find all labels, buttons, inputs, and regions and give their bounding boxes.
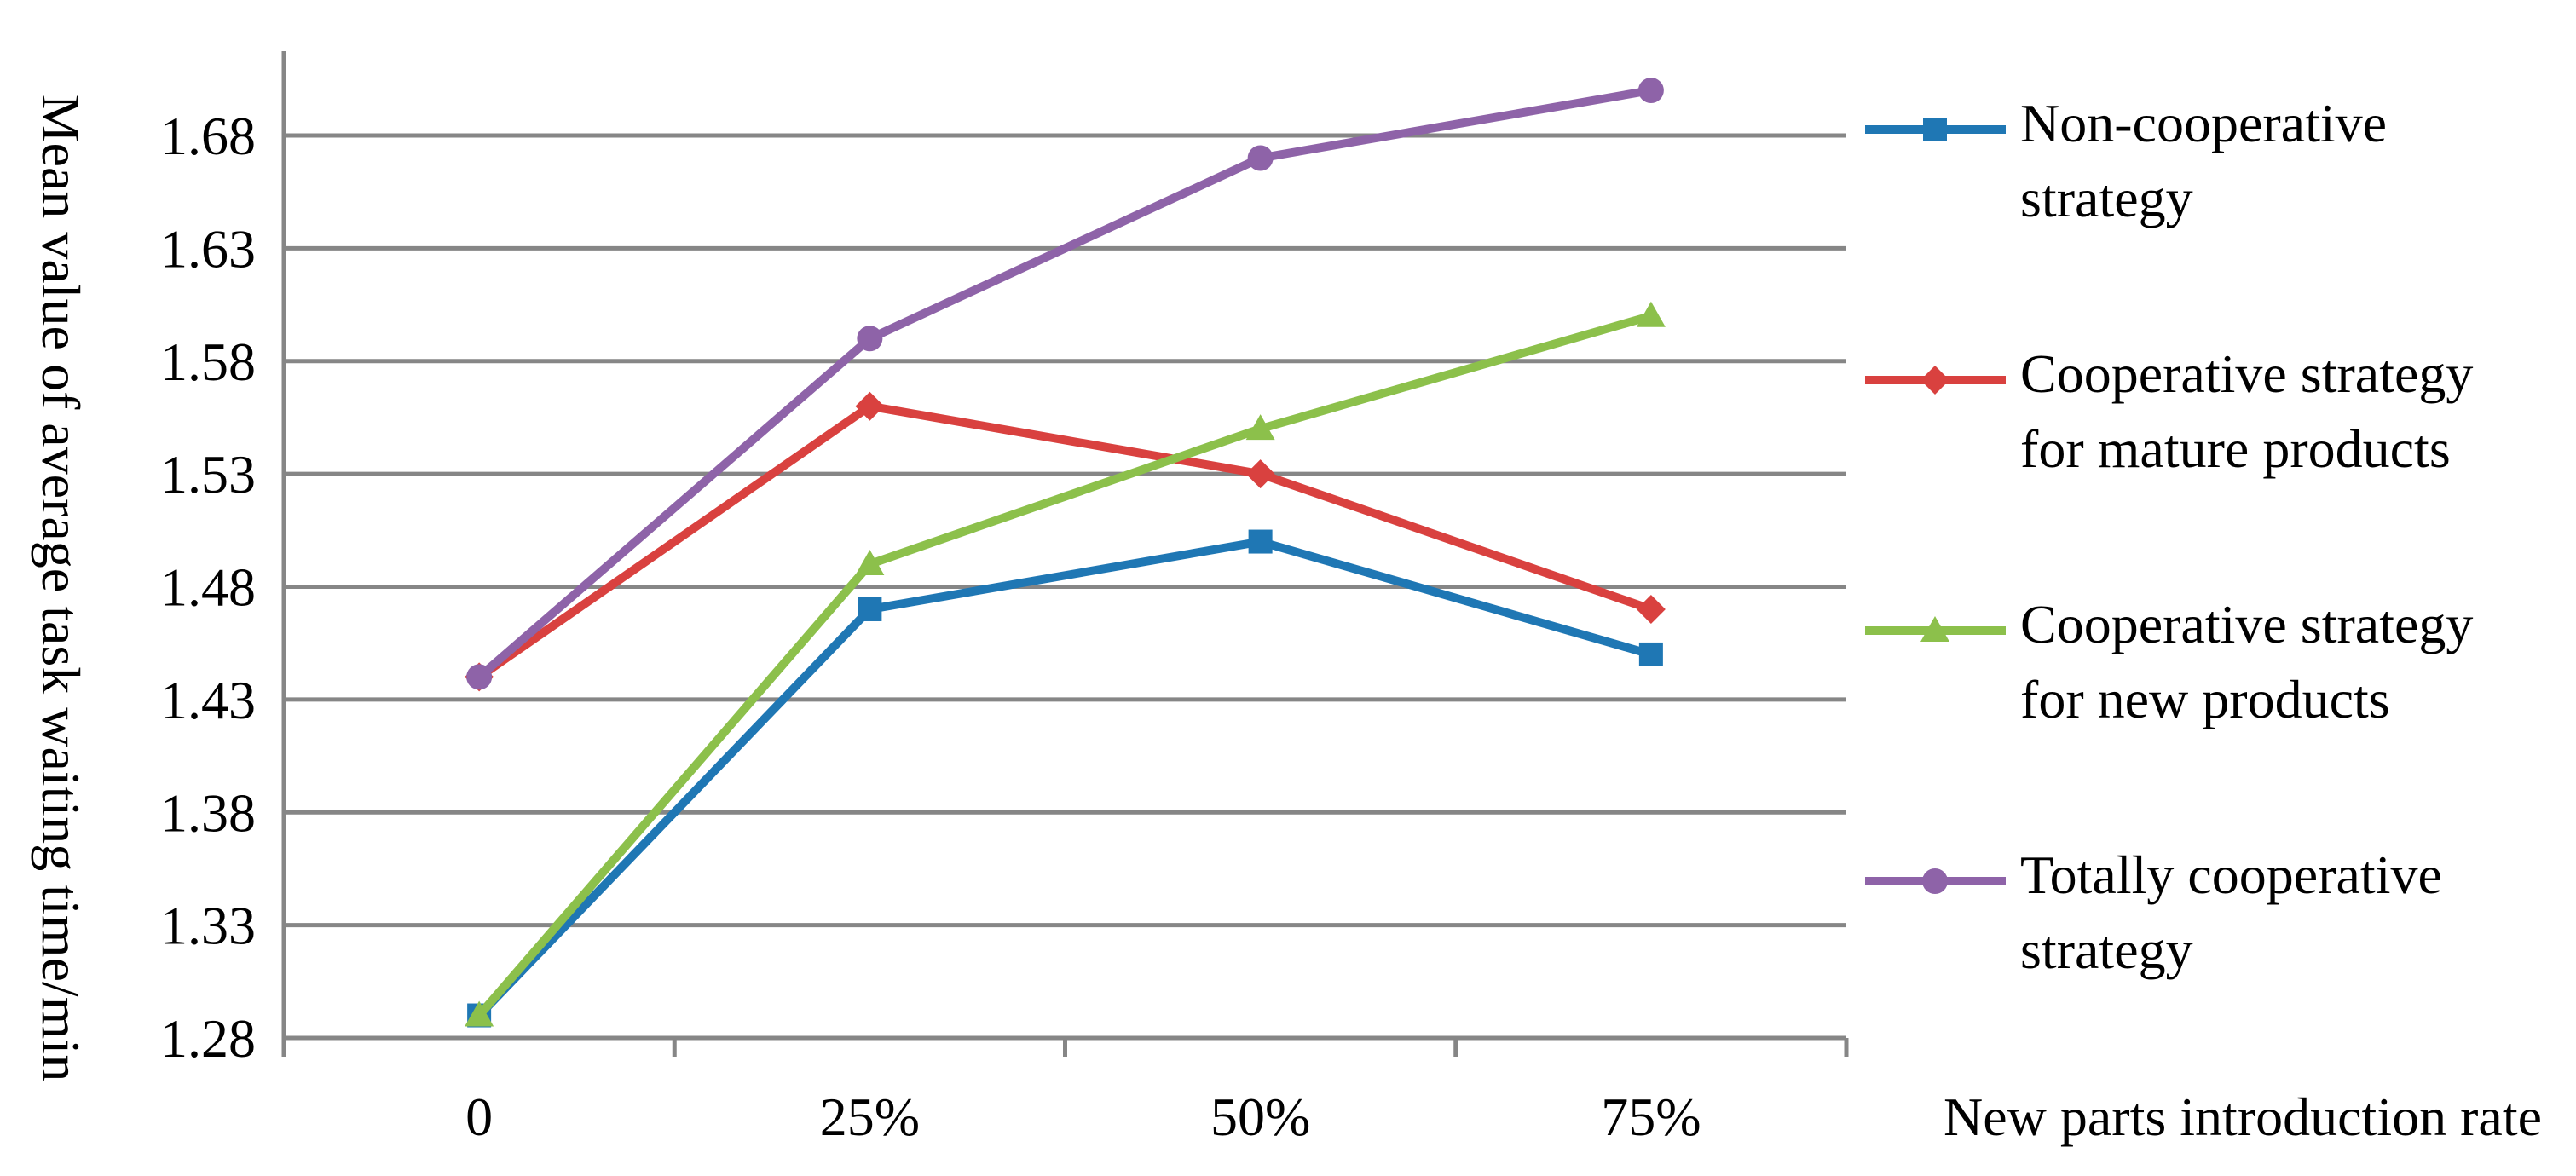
- legend-item: Cooperative strategy for mature products: [1865, 343, 2473, 479]
- x-tick-label: 25%: [820, 1087, 920, 1147]
- series-4: [466, 78, 1664, 690]
- y-tick-label: 1.33: [160, 896, 256, 956]
- y-tick-label: 1.38: [160, 782, 256, 843]
- y-tick-label: 1.43: [160, 670, 256, 730]
- series-1: [467, 529, 1663, 1028]
- data-point: [1247, 145, 1274, 171]
- series-group: [465, 78, 1666, 1028]
- data-point: [857, 326, 883, 352]
- x-tick-label: 75%: [1601, 1087, 1701, 1147]
- legend-label: for mature products: [2020, 418, 2451, 479]
- legend-label: Totally cooperative: [2020, 845, 2442, 905]
- legend-item: Totally cooperative strategy: [1865, 845, 2442, 980]
- legend-marker: [1920, 616, 1949, 642]
- legend-marker: [1920, 366, 1949, 395]
- series-3: [465, 301, 1666, 1027]
- data-point: [1637, 78, 1664, 104]
- legend-item: Cooperative strategy for new products: [1865, 594, 2473, 729]
- legend: Non-cooperative strategy Cooperative strat…: [1865, 93, 2473, 980]
- series-line: [477, 401, 1653, 681]
- data-point: [1245, 414, 1275, 441]
- y-tick-label: 1.48: [160, 557, 256, 618]
- legend-label: for new products: [2020, 669, 2390, 729]
- legend-marker: [1923, 118, 1947, 141]
- axes: [281, 51, 1849, 1057]
- data-point: [1248, 529, 1273, 554]
- data-point: [1245, 459, 1275, 489]
- legend-label: strategy: [2020, 168, 2193, 228]
- series-line: [476, 86, 1652, 681]
- y-axis-title: Mean value of average task waiting time/…: [31, 95, 91, 1082]
- y-tick-label: 1.63: [160, 218, 256, 279]
- data-point: [858, 597, 882, 621]
- y-tick-label: 1.53: [160, 444, 256, 504]
- data-point: [1638, 642, 1663, 666]
- x-tick-label: 0: [465, 1087, 493, 1147]
- data-point: [855, 550, 885, 576]
- data-point: [1636, 594, 1666, 624]
- y-tick-label: 1.28: [160, 1008, 256, 1069]
- y-tick-label: 1.68: [160, 106, 256, 166]
- gridlines: [284, 133, 1846, 1041]
- x-tick-label: 50%: [1210, 1087, 1310, 1147]
- legend-item: Non-cooperative strategy: [1865, 93, 2387, 228]
- data-point: [855, 391, 885, 421]
- series-line: [476, 537, 1653, 1018]
- data-point: [466, 664, 493, 690]
- legend-label: strategy: [2020, 919, 2193, 980]
- series-2: [465, 391, 1666, 692]
- legend-label: Cooperative strategy: [2020, 594, 2473, 654]
- legend-label: Non-cooperative: [2020, 93, 2387, 153]
- series-line: [476, 311, 1653, 1018]
- data-point: [465, 1000, 494, 1027]
- x-tick-labels: 0 25% 50% 75%: [465, 1087, 1701, 1147]
- data-point: [1636, 301, 1666, 327]
- legend-label: Cooperative strategy: [2020, 343, 2473, 404]
- y-tick-label: 1.58: [160, 331, 256, 392]
- legend-marker: [1922, 868, 1948, 894]
- x-axis-title: New parts introduction rate: [1944, 1087, 2542, 1147]
- y-tick-labels: 1.28 1.33 1.38 1.43 1.48 1.53 1.58 1.63 1.68: [160, 106, 256, 1069]
